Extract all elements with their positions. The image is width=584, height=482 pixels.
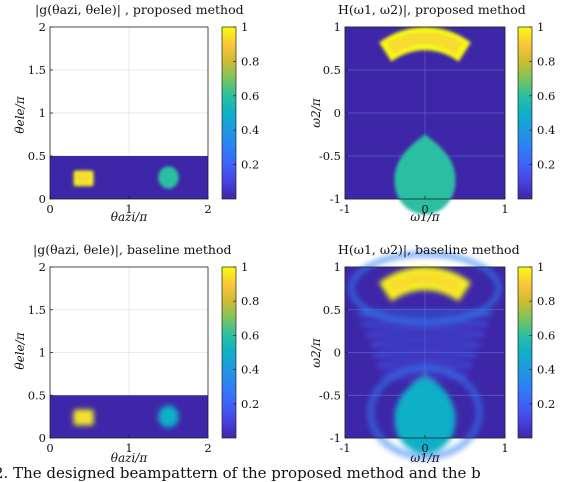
y-tick-label: 1 (334, 20, 341, 34)
colorbar-tick-label: 0.8 (241, 54, 259, 68)
x-tick-label: 1 (125, 441, 132, 455)
y-tick-label: 1 (39, 346, 46, 360)
x-tick-label: 1 (501, 202, 508, 216)
x-tick-label: 0 (46, 441, 53, 455)
colorbar-tick-label: 1 (537, 20, 544, 34)
passband-stripes (386, 271, 464, 295)
y-tick-label: 0.5 (323, 303, 341, 317)
features (73, 166, 179, 189)
panel-2: -1 0 1 -1 -0.5 0 0.5 1 H(ω1, ω2)|, proposed meth… (309, 2, 555, 224)
colorbar-tick-label: 0.6 (241, 328, 259, 342)
x-axis-label: ω1/π (410, 451, 440, 465)
y-tick-label: -0.5 (319, 388, 341, 402)
colorbar-tick-label: 0.2 (537, 158, 555, 172)
colorbar-tick-label: 1 (241, 20, 248, 34)
y-tick-label: 1 (39, 106, 46, 120)
x-tick-label: 2 (204, 441, 211, 455)
colorbar-tick-label: 0.4 (537, 123, 555, 137)
x-tick-label: 1 (125, 202, 132, 216)
ripple (380, 371, 470, 380)
features (379, 26, 471, 215)
ripple-halo (367, 364, 483, 461)
colorbar-tick-label: 0.8 (241, 294, 259, 308)
x-tick-label: 1 (501, 441, 508, 455)
y-tick-label: -0.5 (319, 149, 341, 163)
y-axis-label: θele/π (13, 95, 27, 133)
ripple (368, 340, 482, 349)
colorbar (221, 26, 237, 200)
x-tick-label: 0 (421, 441, 428, 455)
ripple (372, 350, 478, 360)
colorbar-tick-label: 0.6 (537, 89, 555, 103)
x-axis-label: θazi/π (111, 210, 149, 224)
panel-3: 0 1 2 0 0.5 1 1.5 2 |g(θazi, θele)|, baseline me… (13, 242, 259, 465)
y-tick-label: 0.5 (28, 149, 46, 163)
colorbar-tick-label: 0.2 (537, 397, 555, 411)
colorbar (221, 266, 237, 439)
plot-title: H(ω1, ω2)|, proposed method (338, 2, 526, 17)
colorbar-tick-label: 0.6 (241, 89, 259, 103)
x-axis-label: θazi/π (111, 451, 149, 465)
colorbar-tick-label: 0.4 (241, 363, 259, 377)
caption-fragment: 2. The designed beampattern of the propo… (0, 464, 481, 482)
colorbar-tick-label: 0.2 (241, 158, 259, 172)
y-tick-label: 0.5 (28, 388, 46, 402)
plot-title: |g(θazi, θele)| , proposed method (35, 2, 244, 17)
plot-title: |g(θazi, θele)|, baseline method (33, 242, 232, 257)
lowpass-drop (394, 134, 456, 215)
y-tick-label: 0 (39, 431, 46, 445)
y-tick-label: 0 (334, 346, 341, 360)
y-tick-label: -1 (330, 431, 341, 445)
y-axis-label: ω2/π (309, 337, 323, 367)
peak-rect-stripes (76, 173, 91, 184)
y-tick-label: 1 (334, 260, 341, 274)
y-axis-label: ω2/π (309, 97, 323, 127)
colorbar (517, 26, 533, 200)
ripple (356, 309, 494, 319)
colorbar-tick-label: 1 (241, 260, 248, 274)
colorbar-tick-label: 0.4 (537, 363, 555, 377)
y-tick-label: 0 (334, 106, 341, 120)
features (73, 405, 179, 428)
y-tick-label: 0.5 (323, 63, 341, 77)
colorbar-tick-label: 0.8 (537, 294, 555, 308)
colorbar-tick-label: 0.6 (537, 328, 555, 342)
y-tick-label: 1.5 (28, 303, 46, 317)
x-tick-label: -1 (339, 441, 350, 455)
x-tick-label: 0 (421, 202, 428, 216)
features (348, 251, 502, 461)
y-tick-label: 2 (39, 20, 46, 34)
y-tick-label: 0 (39, 192, 46, 206)
ripple-halo (348, 251, 502, 326)
ripple (364, 330, 486, 339)
lowpass-drop (394, 373, 456, 454)
x-tick-label: 0 (46, 202, 53, 216)
y-tick-label: -1 (330, 192, 341, 206)
colorbar (517, 266, 533, 439)
y-tick-label: 2 (39, 260, 46, 274)
peak-circle (158, 166, 179, 189)
panel-4: -1 0 1 -1 -0.5 0 0.5 1 H(ω1, ω2)|, baseline meth… (309, 242, 555, 465)
peak-rect-stripes (76, 412, 91, 423)
passband-stripes (386, 31, 464, 56)
y-tick-label: 1.5 (28, 63, 46, 77)
colorbar-tick-label: 0.2 (241, 397, 259, 411)
x-tick-label: -1 (339, 202, 350, 216)
colorbar-tick-label: 0.8 (537, 54, 555, 68)
plot-title: H(ω1, ω2)|, baseline method (338, 242, 520, 257)
colorbar-tick-label: 1 (537, 260, 544, 274)
x-axis-label: ω1/π (410, 210, 440, 224)
x-tick-label: 2 (204, 202, 211, 216)
panel-1: 0 1 2 0 0.5 1 1.5 2 |g(θazi, θele)| , proposed m… (13, 2, 259, 224)
y-axis-label: θele/π (13, 331, 27, 369)
peak-circle (158, 405, 179, 428)
colorbar-tick-label: 0.4 (241, 123, 259, 137)
